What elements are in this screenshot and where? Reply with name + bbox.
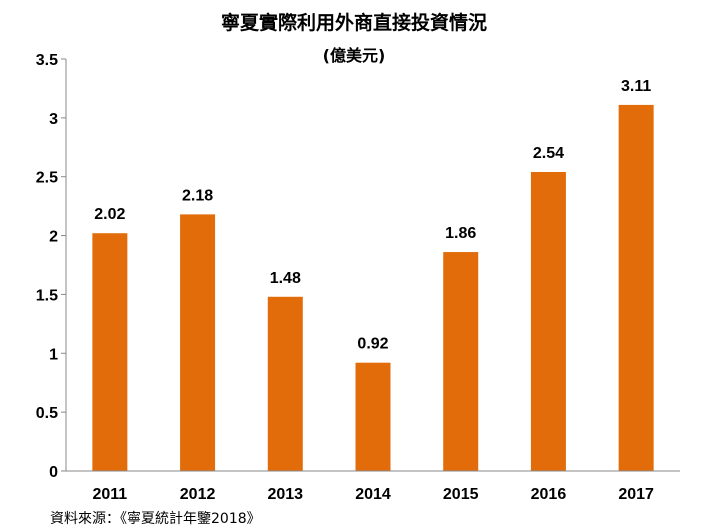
x-tick-2016: 2016 <box>531 486 567 503</box>
x-tick-2013: 2013 <box>267 486 303 503</box>
bar-2012 <box>180 214 216 471</box>
bar-2011 <box>92 233 128 471</box>
y-tick-2: 2 <box>49 229 58 246</box>
y-tick-3: 3 <box>49 111 58 128</box>
bar-2015 <box>443 252 479 471</box>
bar-2013 <box>267 296 303 471</box>
bar-2014 <box>355 362 391 471</box>
y-tick-0: 0 <box>49 464 58 481</box>
chart-subtitle: (億美元) <box>322 46 386 65</box>
bar-2017 <box>618 104 654 471</box>
x-tick-2017: 2017 <box>618 486 654 503</box>
x-tick-2011: 2011 <box>92 486 127 503</box>
x-tick-2014: 2014 <box>355 486 391 503</box>
bar-2016 <box>530 172 566 471</box>
y-tick-3.5: 3.5 <box>36 52 58 69</box>
source-note: 資料來源：《寧夏統計年鑒2018》 <box>50 511 261 527</box>
data-label-2016: 2.54 <box>533 145 564 162</box>
y-tick-1: 1 <box>49 346 58 363</box>
chart-title: 寧夏實際利用外商直接投資情況 <box>220 12 487 34</box>
data-label-2015: 1.86 <box>445 225 476 242</box>
x-tick-2015: 2015 <box>443 486 479 503</box>
data-label-2017: 3.11 <box>621 78 651 95</box>
data-label-2013: 1.48 <box>270 270 301 287</box>
data-label-2011: 2.02 <box>94 206 125 223</box>
x-tick-2012: 2012 <box>180 486 216 503</box>
y-tick-2.5: 2.5 <box>36 170 58 187</box>
data-label-2012: 2.18 <box>182 187 213 204</box>
data-label-2014: 0.92 <box>357 336 388 353</box>
y-tick-0.5: 0.5 <box>36 405 58 422</box>
y-tick-1.5: 1.5 <box>36 287 58 304</box>
